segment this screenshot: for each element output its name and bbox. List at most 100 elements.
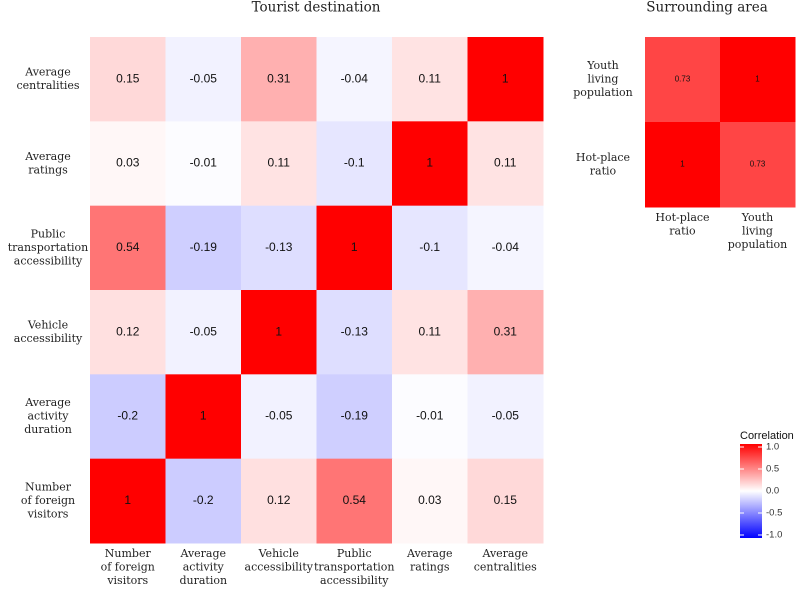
cell-label: 0.11 [268,156,291,170]
x-tick-label: Average centralities [474,547,537,574]
heatmap-cell [392,290,468,375]
heatmap-cell [392,458,468,544]
cell-label: 0.11 [494,156,517,170]
cell-label: 1 [755,75,760,84]
heatmap-cell [241,121,317,207]
y-tick-label: Number of foreign visitors [21,480,75,520]
heatmap-cell [467,205,544,291]
heatmap-cell [165,290,242,375]
cell-label: -0.04 [492,240,520,254]
heatmap-cell [165,121,242,207]
cell-label: 0.73 [750,160,766,169]
cell-label: 0.54 [343,493,367,507]
cell-label: 0.31 [494,324,518,338]
cell-label: 1 [502,71,509,85]
heatmap-cell [316,37,393,122]
colorbar-tick-label: 1.0 [766,442,779,453]
heatmap-cell [165,37,242,122]
heatmap-cell [90,121,166,207]
x-tick-label: Average ratings [406,547,453,574]
heatmap-cell [241,37,317,122]
y-tick-label: Hot-place ratio [576,151,630,178]
cell-label: -0.01 [190,156,218,170]
heatmap-cell [467,121,544,207]
cell-label: 1 [200,409,207,423]
heatmap-cell [467,37,544,122]
cell-label: 0.31 [267,71,291,85]
y-tick-label: Youth living population [573,59,633,99]
cell-label: 0.03 [418,493,442,507]
cell-label: -0.05 [190,71,218,85]
cell-label: -0.19 [341,409,369,423]
cell-label: -0.13 [341,324,369,338]
chart-title: Surrounding area [646,0,768,16]
x-tick-label: Public transportation accessibility [314,547,395,587]
x-tick-label: Average activity duration [179,547,227,587]
x-tick-label: Youth living population [728,211,788,251]
heatmap-cell [467,458,544,544]
heatmap-cell [720,122,796,208]
cell-label: 0.54 [116,240,140,254]
heatmap-cell [392,37,468,122]
cell-label: -0.05 [190,324,218,338]
cell-label: 0.12 [116,324,140,338]
heatmap-cell [645,37,721,123]
cell-label: -0.2 [193,493,214,507]
heatmap-cell [720,37,796,123]
cell-label: 1 [275,324,282,338]
colorbar-tick-label: -0.5 [766,508,782,519]
cell-label: -0.01 [416,409,444,423]
y-tick-label: Public transportation accessibility [8,227,89,267]
heatmap-cell [90,37,166,122]
cell-label: 1 [426,156,433,170]
heatmap-cell [241,458,317,544]
y-tick-label: Average ratings [24,150,71,177]
cell-label: -0.04 [341,71,369,85]
x-tick-label: Number of foreign visitors [101,547,155,587]
y-tick-label: Average activity duration [24,396,72,436]
cell-label: -0.1 [344,156,365,170]
heatmap-cell [645,122,721,208]
heatmap-cell [90,458,166,544]
cell-label: 0.11 [419,324,442,338]
y-tick-label: Vehicle accessibility [14,318,83,345]
chart-title: Tourist destination [252,0,381,16]
heatmap-cell [316,121,393,207]
cell-label: 0.11 [419,71,442,85]
heatmap-cell [90,205,166,291]
heatmap-cell [316,205,393,291]
cell-label: -0.1 [419,240,440,254]
heatmap-cell [316,458,393,544]
y-tick-label: Average centralities [16,65,79,92]
colorbar-title: Correlation [740,430,794,442]
heatmap-cell [392,374,468,460]
cell-label: 1 [124,493,131,507]
heatmap-cell [316,290,393,375]
cell-label: -0.19 [190,240,218,254]
x-tick-label: Hot-place ratio [655,211,709,238]
cell-label: 0.15 [494,493,518,507]
colorbar-tick-label: 0.0 [766,486,779,497]
heatmap-cell [165,458,242,544]
heatmap-cell [316,374,393,460]
heatmap-cell [165,374,242,460]
cell-label: 1 [680,160,685,169]
cell-label: 0.03 [116,156,140,170]
heatmap-cell [467,290,544,375]
cell-label: 1 [351,240,358,254]
heatmap-cell [392,205,468,291]
cell-label: 0.73 [675,75,691,84]
heatmap-cell [165,205,242,291]
cell-label: -0.05 [265,409,293,423]
heatmap-cell [392,121,468,207]
heatmap-cell [90,374,166,460]
cell-label: 0.15 [116,71,140,85]
cell-label: 0.12 [267,493,291,507]
colorbar-tick-label: -1.0 [766,530,782,541]
heatmap-cell [241,290,317,375]
cell-label: -0.2 [117,409,138,423]
colorbar-tick-label: 0.5 [766,464,779,475]
heatmap-cell [90,290,166,375]
